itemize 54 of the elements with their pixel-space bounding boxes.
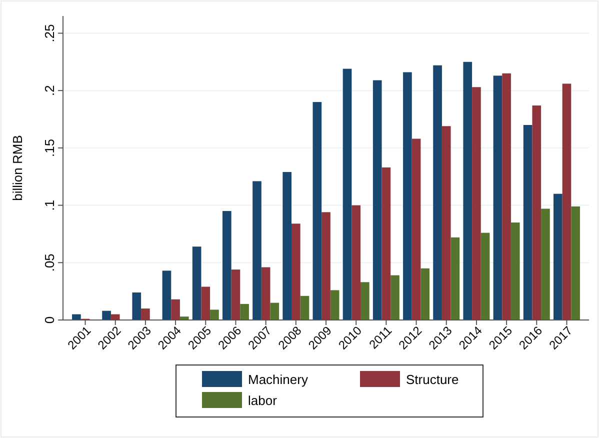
y-tick-label: .25 — [42, 24, 57, 42]
bar — [463, 62, 472, 320]
bar — [210, 310, 219, 320]
y-tick-label: .05 — [42, 254, 57, 272]
bar — [162, 270, 172, 320]
bar — [270, 302, 280, 320]
bar — [562, 84, 572, 320]
bar — [493, 76, 502, 320]
bar — [433, 65, 442, 320]
bar — [252, 181, 262, 320]
bar — [261, 267, 270, 320]
bar — [472, 87, 481, 320]
bar — [141, 308, 150, 320]
bar — [352, 205, 361, 320]
bar — [532, 105, 542, 320]
bar — [171, 299, 180, 320]
bar — [222, 211, 232, 320]
bar — [330, 290, 340, 320]
bar — [312, 102, 322, 320]
bar — [240, 304, 249, 320]
bar — [523, 124, 532, 320]
bar — [192, 246, 202, 320]
bar — [291, 224, 300, 320]
legend-label: Structure — [406, 372, 459, 387]
legend-label: Machinery — [248, 372, 308, 387]
bar — [541, 208, 550, 320]
bar — [571, 206, 580, 320]
bar — [342, 68, 352, 320]
bar — [390, 275, 400, 320]
y-tick-label: .1 — [42, 200, 57, 211]
bar — [132, 292, 142, 320]
bar — [102, 310, 111, 320]
bar — [510, 222, 520, 320]
bar — [360, 282, 370, 320]
bar — [553, 194, 562, 320]
y-tick-label: 0 — [42, 316, 57, 324]
bar — [480, 232, 490, 320]
bar — [322, 212, 330, 320]
legend-label: labor — [248, 393, 278, 408]
bar — [403, 72, 412, 320]
bar — [201, 286, 210, 320]
y-tick-label: .2 — [42, 85, 57, 96]
y-tick-label: .15 — [42, 138, 57, 157]
bar — [412, 138, 421, 320]
bar — [372, 80, 382, 320]
bar — [502, 73, 511, 320]
bar — [382, 167, 391, 320]
bar — [282, 172, 292, 320]
bar — [300, 296, 310, 320]
bar — [450, 237, 460, 320]
bar — [231, 270, 240, 320]
y-axis-title: billion RMB — [10, 135, 25, 201]
bar — [420, 268, 430, 320]
bar — [442, 126, 451, 320]
